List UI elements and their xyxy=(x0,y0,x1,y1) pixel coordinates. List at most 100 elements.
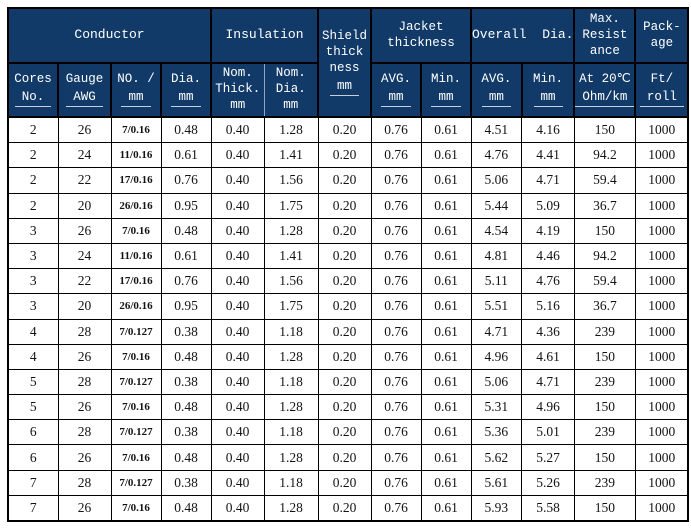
cell-overall_avg: 4.96 xyxy=(470,343,523,370)
header-dia-mm: Dia. mm xyxy=(160,62,212,118)
cell-jacket_avg: 0.76 xyxy=(370,116,422,144)
table-body: 2 26 7/0.16 0.48 0.40 1.28 0.20 0.76 0.61 4.51 4.1… xyxy=(7,116,689,522)
table-row: 6 26 7/0.16 0.48 0.40 1.28 0.20 0.76 0.61 5.62 5.2… xyxy=(7,444,689,471)
cell-jacket_avg: 0.76 xyxy=(370,469,422,496)
cell-jacket_min: 0.61 xyxy=(420,368,472,396)
header-conductor: Conductor xyxy=(7,7,212,64)
cell-overall_min: 4.71 xyxy=(521,368,575,396)
cell-ins_nom_dia: 1.75 xyxy=(263,293,319,320)
header-gauge-unit: AWG xyxy=(66,90,103,107)
cell-cores_no: 5 xyxy=(7,394,59,421)
cell-ins_nom_dia: 1.18 xyxy=(263,419,319,446)
header-cores-label: Cores xyxy=(14,72,52,86)
table-row: 3 22 17/0.16 0.76 0.40 1.56 0.20 0.76 0.61 5.11 4.… xyxy=(7,268,689,295)
cell-overall_min: 5.27 xyxy=(521,444,575,471)
header-ft-roll: Ft/ roll xyxy=(634,62,690,118)
cell-cores_no: 2 xyxy=(7,116,59,144)
cell-no_mm: 26/0.16 xyxy=(110,192,162,219)
header-package-label: Pack- age xyxy=(643,19,681,50)
cell-gauge_awg: 26 xyxy=(57,343,112,370)
cell-shield: 0.20 xyxy=(317,293,372,320)
cell-gauge_awg: 24 xyxy=(57,142,112,169)
cell-ins_nom_thick: 0.40 xyxy=(210,394,265,421)
header-ohm-km-unit: Ohm/km xyxy=(575,90,635,107)
header-at-20c-label: At 20℃ xyxy=(579,72,631,86)
cell-no_mm: 7/0.127 xyxy=(110,419,162,446)
header-shield-label: Shield thick ness xyxy=(321,28,367,75)
table-row: 2 22 17/0.16 0.76 0.40 1.56 0.20 0.76 0.61 5.06 4.… xyxy=(7,167,689,194)
cell-overall_min: 5.58 xyxy=(521,494,575,522)
cell-no_mm: 7/0.16 xyxy=(110,394,162,421)
cell-package: 1000 xyxy=(634,394,689,421)
cell-jacket_avg: 0.76 xyxy=(370,494,422,522)
table-row: 3 24 11/0.16 0.61 0.40 1.41 0.20 0.76 0.61 4.81 4.… xyxy=(7,242,689,270)
cell-ins_nom_dia: 1.28 xyxy=(263,116,319,144)
cell-resistance: 239 xyxy=(573,318,636,345)
cell-overall_min: 4.76 xyxy=(521,268,575,295)
cell-gauge_awg: 28 xyxy=(57,469,112,496)
cell-overall_avg: 5.36 xyxy=(470,419,523,446)
cell-overall_avg: 5.62 xyxy=(470,444,523,471)
cell-resistance: 150 xyxy=(573,343,636,370)
cell-jacket_min: 0.61 xyxy=(420,469,472,496)
cell-ins_nom_thick: 0.40 xyxy=(210,167,265,194)
cell-gauge_awg: 26 xyxy=(57,217,112,244)
cell-package: 1000 xyxy=(634,494,689,522)
cell-shield: 0.20 xyxy=(317,494,372,522)
header-no-mm-label: NO. / xyxy=(117,72,155,86)
cell-ins_nom_dia: 1.28 xyxy=(263,217,319,244)
cell-dia_mm: 0.48 xyxy=(160,394,212,421)
header-overall-min: Min. mm xyxy=(520,62,576,118)
header-gauge-awg: Gauge AWG xyxy=(57,62,112,118)
cell-overall_avg: 5.51 xyxy=(470,293,523,320)
cell-cores_no: 3 xyxy=(7,293,59,320)
cell-overall_avg: 5.06 xyxy=(470,368,523,396)
cell-dia_mm: 0.95 xyxy=(160,293,212,320)
header-ins-nom-dia: Nom. Dia. mm xyxy=(263,62,319,118)
cell-dia_mm: 0.76 xyxy=(160,268,212,295)
cell-shield: 0.20 xyxy=(317,368,372,396)
cell-cores_no: 3 xyxy=(7,217,59,244)
cell-shield: 0.20 xyxy=(317,419,372,446)
cell-shield: 0.20 xyxy=(317,167,372,194)
cell-resistance: 239 xyxy=(573,419,636,446)
cell-package: 1000 xyxy=(634,444,689,471)
cell-gauge_awg: 20 xyxy=(57,293,112,320)
cell-package: 1000 xyxy=(634,116,689,144)
cell-no_mm: 7/0.16 xyxy=(110,217,162,244)
cell-package: 1000 xyxy=(634,419,689,446)
cell-package: 1000 xyxy=(634,318,689,345)
table-row: 7 26 7/0.16 0.48 0.40 1.28 0.20 0.76 0.61 5.93 5.5… xyxy=(7,494,689,522)
header-overall-dia: Overall Dia. xyxy=(469,7,576,64)
cell-dia_mm: 0.48 xyxy=(160,217,212,244)
cell-jacket_avg: 0.76 xyxy=(370,368,422,396)
cell-no_mm: 7/0.16 xyxy=(110,494,162,522)
cell-jacket_min: 0.61 xyxy=(420,494,472,522)
cell-dia_mm: 0.38 xyxy=(160,318,212,345)
cell-dia_mm: 0.38 xyxy=(160,419,212,446)
cell-shield: 0.20 xyxy=(317,394,372,421)
header-jacket-thickness: Jacket thickness xyxy=(370,7,472,64)
cell-ins_nom_dia: 1.41 xyxy=(263,242,319,270)
cell-no_mm: 11/0.16 xyxy=(110,142,162,169)
header-shield-unit: mm xyxy=(329,79,359,96)
header-overall-min-label: Min. xyxy=(533,72,564,86)
cell-ins_nom_dia: 1.56 xyxy=(263,268,319,295)
cable-spec-sheet: Conductor Insulation Shield thick ness m… xyxy=(7,7,690,522)
header-overall-avg: AVG. mm xyxy=(470,62,523,118)
cell-ins_nom_dia: 1.41 xyxy=(263,142,319,169)
cell-ins_nom_thick: 0.40 xyxy=(210,268,265,295)
cell-overall_avg: 4.51 xyxy=(470,116,523,144)
cell-gauge_awg: 26 xyxy=(57,494,112,522)
header-jacket-min-label: Min. xyxy=(430,72,461,86)
cell-jacket_avg: 0.76 xyxy=(370,394,422,421)
cell-cores_no: 3 xyxy=(7,242,59,270)
header-jacket-avg-unit: mm xyxy=(381,90,411,107)
cell-jacket_min: 0.61 xyxy=(420,268,472,295)
cell-gauge_awg: 26 xyxy=(57,394,112,421)
cell-ins_nom_dia: 1.28 xyxy=(263,494,319,522)
cell-jacket_avg: 0.76 xyxy=(370,217,422,244)
cell-package: 1000 xyxy=(634,268,689,295)
cell-resistance: 59.4 xyxy=(573,167,636,194)
header-group-row: Conductor Insulation Shield thick ness m… xyxy=(7,7,690,118)
